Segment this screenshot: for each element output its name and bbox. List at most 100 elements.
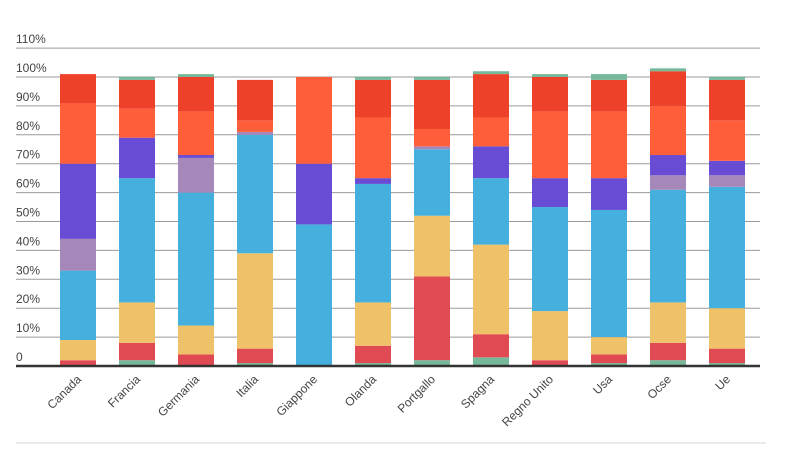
x-tick-label: Spagna	[458, 372, 497, 411]
bar-segment-s6-germania	[178, 155, 214, 158]
y-tick-label: 70%	[16, 148, 40, 162]
bar-segment-s7-usa	[591, 111, 627, 179]
x-tick-label: Canada	[44, 372, 84, 412]
bar-segment-s1-italia	[237, 363, 273, 366]
bar-segment-s7-canada	[60, 103, 96, 164]
bar-segment-s7-ocse	[650, 105, 686, 156]
bar-segment-s8-usa	[591, 79, 627, 112]
bars	[60, 68, 745, 366]
bar-segment-s8-ocse	[650, 71, 686, 106]
bar-segment-s5-germania	[178, 157, 214, 193]
bar-segment-s7-italia	[237, 120, 273, 132]
x-tick-label: Portgallo	[395, 372, 439, 416]
bar-segment-s4-italia	[237, 134, 273, 254]
y-tick-label: 30%	[16, 263, 40, 277]
bar-segment-s4-ocse	[650, 189, 686, 303]
bar-segment-s8-italia	[237, 79, 273, 121]
y-axis-tick-labels: 0 10% 20% 30% 40% 50% 60% 70% 80% 90% 100% 110%	[16, 32, 47, 364]
bar-segment-s1-francia	[119, 360, 155, 366]
x-axis-category-labels: Canada Francia Germania Italia Giappone Oland…	[44, 372, 733, 429]
bar-segment-s8-olanda	[355, 79, 391, 118]
bar-segment-s8-canada	[60, 74, 96, 104]
bar-segment-s4-canada	[60, 270, 96, 340]
bar-segment-s4-ue	[709, 186, 745, 309]
bar-segment-s6-canada	[60, 163, 96, 239]
bar-segment-s3-portgallo	[414, 215, 450, 277]
bar-segment-s8-portgallo	[414, 79, 450, 130]
y-tick-label: 100%	[16, 61, 47, 75]
bar-segment-s3-usa	[591, 337, 627, 355]
y-tick-label: 20%	[16, 292, 40, 306]
x-tick-label: Francia	[105, 372, 143, 410]
bar-segment-s2-olanda	[355, 345, 391, 364]
bar-segment-s6-olanda	[355, 178, 391, 184]
bar-segment-s2-francia	[119, 342, 155, 361]
bar-segment-s2-portgallo	[414, 276, 450, 361]
bar-segment-s8-francia	[119, 79, 155, 109]
x-tick-label: Ocse	[644, 372, 674, 402]
bar-segment-s4-olanda	[355, 183, 391, 303]
bar-segment-s5-canada	[60, 238, 96, 271]
bar-segment-s5-ocse	[650, 175, 686, 190]
bar-segment-s2-spagna	[473, 334, 509, 358]
bar-segment-s7-olanda	[355, 117, 391, 179]
bar-segment-s9-regno-unito	[532, 74, 568, 77]
x-tick-label: Usa	[590, 372, 615, 397]
bar-segment-s7-portgallo	[414, 129, 450, 147]
bar-segment-s9-spagna	[473, 71, 509, 75]
bar-segment-s3-spagna	[473, 244, 509, 335]
bar-segment-s3-ue	[709, 308, 745, 349]
bar-segment-s5-ue	[709, 175, 745, 187]
bar-segment-s2-regno-unito	[532, 360, 568, 366]
bar-segment-s6-ue	[709, 160, 745, 176]
bar-segment-s1-usa	[591, 363, 627, 366]
bar-segment-s9-portgallo	[414, 77, 450, 80]
y-tick-label: 80%	[16, 119, 40, 133]
y-tick-label: 0	[16, 350, 23, 364]
y-tick-label: 40%	[16, 234, 40, 248]
bar-segment-s7-ue	[709, 120, 745, 161]
bar-segment-s3-italia	[237, 253, 273, 349]
bar-segment-s3-olanda	[355, 302, 391, 346]
bar-segment-s7-spagna	[473, 117, 509, 147]
bar-segment-s6-giappone	[296, 163, 332, 225]
bar-segment-s8-ue	[709, 79, 745, 121]
x-tick-label: Giappone	[273, 372, 320, 419]
bar-segment-s7-germania	[178, 111, 214, 156]
bar-segment-s4-giappone	[296, 224, 332, 366]
bar-segment-s8-spagna	[473, 74, 509, 118]
bar-segment-s1-portgallo	[414, 360, 450, 366]
bar-segment-s5-italia	[237, 131, 273, 135]
bar-segment-s9-olanda	[355, 77, 391, 80]
bar-segment-s1-spagna	[473, 357, 509, 366]
bar-segment-s4-usa	[591, 209, 627, 338]
bar-segment-s4-spagna	[473, 178, 509, 245]
bar-segment-s6-usa	[591, 178, 627, 210]
bar-segment-s3-francia	[119, 302, 155, 343]
bar-segment-s7-francia	[119, 108, 155, 138]
bar-segment-s3-ocse	[650, 302, 686, 343]
bar-segment-s9-ocse	[650, 68, 686, 72]
bar-segment-s4-francia	[119, 178, 155, 303]
bar-segment-s2-ocse	[650, 342, 686, 361]
x-tick-label: Regno Unito	[499, 372, 556, 429]
bar-segment-s6-francia	[119, 137, 155, 179]
bar-segment-s2-germania	[178, 354, 214, 366]
bar-segment-s5-portgallo	[414, 146, 450, 150]
y-tick-label: 90%	[16, 90, 40, 104]
bar-segment-s3-canada	[60, 339, 96, 361]
y-tick-label: 50%	[16, 206, 40, 220]
x-tick-label: Olanda	[342, 372, 379, 409]
bar-segment-s7-regno-unito	[532, 111, 568, 179]
bar-segment-s8-germania	[178, 77, 214, 112]
bar-segment-s6-spagna	[473, 146, 509, 179]
bar-segment-s7-giappone	[296, 77, 332, 164]
bar-segment-s8-regno-unito	[532, 77, 568, 112]
bar-segment-s2-ue	[709, 348, 745, 364]
bar-segment-s1-ocse	[650, 360, 686, 366]
bar-segment-s9-usa	[591, 74, 627, 80]
bar-segment-s2-italia	[237, 348, 273, 364]
bar-segment-s2-usa	[591, 354, 627, 364]
bar-segment-s9-francia	[119, 77, 155, 80]
